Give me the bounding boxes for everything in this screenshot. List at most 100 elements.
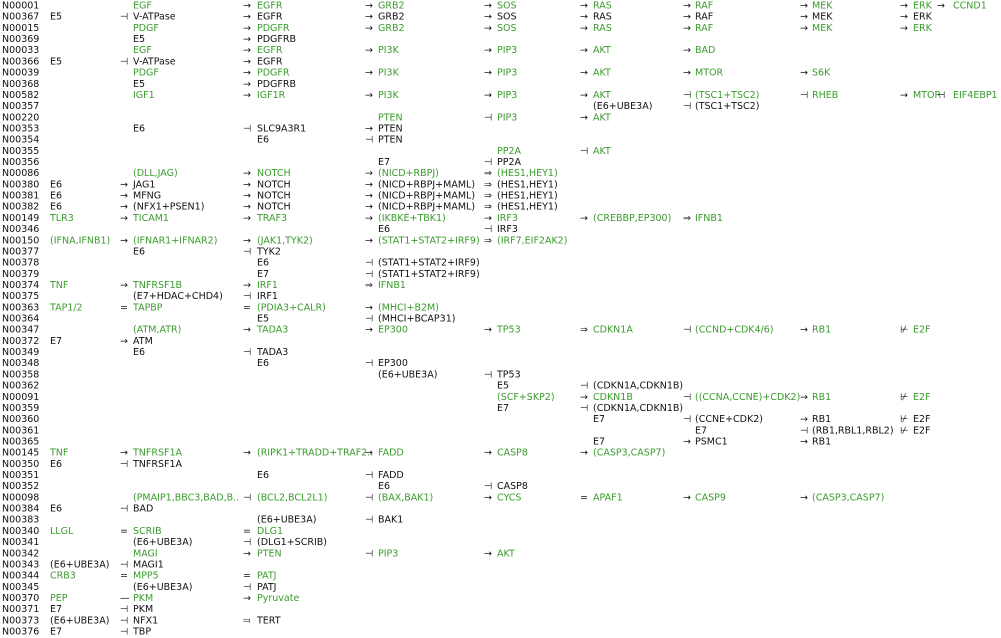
- relation-symbol: →: [365, 12, 373, 23]
- row-id: N00380: [2, 179, 39, 190]
- row-id: N00362: [2, 381, 39, 392]
- pathway-node: PTEN: [378, 135, 403, 146]
- relation-symbol: →: [365, 235, 373, 246]
- pathway-node: E6: [257, 358, 269, 369]
- pathway-node: (NICD+RBPJ+MAML): [378, 202, 475, 213]
- pathway-node: CASP8: [497, 448, 528, 459]
- relation-symbol: →: [484, 12, 492, 23]
- pathway-node: PDGFRB: [257, 79, 296, 90]
- pathway-node: IRF3: [497, 224, 518, 235]
- pathway-node: TADA3: [256, 347, 288, 358]
- pathway-node: (RIPK1+TRADD+TRAF2..: [257, 448, 373, 459]
- row-id: N00364: [2, 314, 39, 325]
- pathway-node: IFNB1: [378, 280, 406, 291]
- pathway-node: (STAT1+STAT2+IRF9): [378, 258, 480, 269]
- relation-symbol: →: [683, 1, 691, 12]
- relation-symbol: →: [900, 90, 908, 101]
- pathway-node: EGFR: [257, 56, 283, 67]
- relation-symbol: →: [365, 202, 373, 213]
- relation-symbol: →: [800, 492, 808, 503]
- pathway-node: E7: [50, 627, 62, 638]
- relation-symbol: →: [580, 68, 588, 79]
- relation-symbol: →: [484, 1, 492, 12]
- pathway-node: (RB1,RBL1,RBL2): [812, 425, 894, 436]
- relation-symbol: →: [484, 548, 492, 559]
- relation-symbol: ⊣: [683, 101, 691, 112]
- relation-symbol: →: [484, 213, 492, 224]
- pathway-node: (IFNA,IFNB1): [50, 235, 110, 246]
- relation-symbol: →: [243, 280, 251, 291]
- pathway-node: SCRIB: [133, 526, 162, 537]
- pathway-node: E7: [593, 414, 605, 425]
- pathway-node: E7: [378, 157, 390, 168]
- row-id: N00345: [2, 582, 39, 593]
- relation-symbol: =: [243, 571, 251, 582]
- relation-symbol: →: [243, 548, 251, 559]
- relation-symbol: ⊣: [120, 12, 128, 23]
- pathway-node: TP53: [496, 325, 521, 336]
- pathway-node: (DLG1+SCRIB): [257, 537, 327, 548]
- relation-symbol: →: [243, 448, 251, 459]
- pathway-node: RAF: [695, 1, 713, 12]
- relation-symbol: →: [243, 45, 251, 56]
- relation-symbol: ⊬: [900, 325, 908, 336]
- row-id: N00378: [2, 258, 39, 269]
- relation-symbol: ⊣: [683, 414, 691, 425]
- pathway-node: MTOR: [695, 68, 723, 79]
- relation-symbol: →: [800, 68, 808, 79]
- pathway-node: CDKN1B: [593, 392, 633, 403]
- relation-symbol: →: [365, 68, 373, 79]
- relation-symbol: →: [243, 56, 251, 67]
- relation-symbol: ⊣: [120, 627, 128, 638]
- pathway-node: TRAF3: [256, 213, 287, 224]
- row-id: N00384: [2, 504, 39, 515]
- pathway-node: TNFRSF1A: [132, 448, 183, 459]
- pathway-node: MEK: [812, 12, 833, 23]
- relation-symbol: ⊬: [900, 414, 908, 425]
- relation-symbol: ⊣: [484, 224, 492, 235]
- relation-symbol: =: [243, 526, 251, 537]
- pathway-node: (BCL2,BCL2L1): [257, 492, 327, 503]
- pathway-node: RAF: [695, 23, 713, 34]
- relation-symbol: →: [484, 448, 492, 459]
- pathway-node: (E6+UBE3A): [133, 582, 192, 593]
- row-id: N00341: [2, 537, 39, 548]
- pathway-node: MEK: [812, 1, 833, 12]
- pathway-node: RAS: [593, 1, 612, 12]
- relation-symbol: →: [365, 90, 373, 101]
- pathway-node: TERT: [256, 615, 281, 626]
- row-id: N00360: [2, 414, 39, 425]
- row-id: N00015: [2, 23, 39, 34]
- pathway-node: BAD: [695, 45, 715, 56]
- pathway-node: LLGL: [50, 526, 74, 537]
- pathway-node: BAD: [133, 504, 153, 515]
- row-id: N00033: [2, 45, 39, 56]
- pathway-node: E5: [50, 56, 62, 67]
- row-id: N00582: [2, 90, 39, 101]
- relation-symbol: →: [800, 325, 808, 336]
- relation-symbol: →: [580, 392, 588, 403]
- pathway-node: TAP1/2: [49, 302, 83, 313]
- relation-symbol: ⇒: [484, 235, 492, 246]
- pathway-node: TADA3: [256, 325, 288, 336]
- relation-symbol: →: [365, 213, 373, 224]
- pathway-node: PDGFRB: [257, 34, 296, 45]
- pathway-node: CASP8: [497, 481, 528, 492]
- relation-symbol: →: [484, 45, 492, 56]
- row-id: N00376: [2, 627, 39, 638]
- relation-symbol: →: [484, 68, 492, 79]
- relation-symbol: ⊣: [365, 258, 373, 269]
- relation-symbol: →: [243, 593, 251, 604]
- pathway-node: E6: [50, 179, 62, 190]
- row-id: N00347: [2, 325, 39, 336]
- pathway-node: RB1: [812, 325, 831, 336]
- pathway-node: CRB3: [50, 571, 76, 582]
- relation-symbol: →: [243, 179, 251, 190]
- pathway-node: AKT: [593, 146, 611, 157]
- relation-symbol: =: [120, 302, 128, 313]
- row-id: N00372: [2, 336, 39, 347]
- relation-symbol: →: [243, 235, 251, 246]
- relation-symbol: ⊣: [484, 112, 492, 123]
- pathway-node: IGF1: [133, 90, 155, 101]
- pathway-node: MAGI1: [133, 559, 164, 570]
